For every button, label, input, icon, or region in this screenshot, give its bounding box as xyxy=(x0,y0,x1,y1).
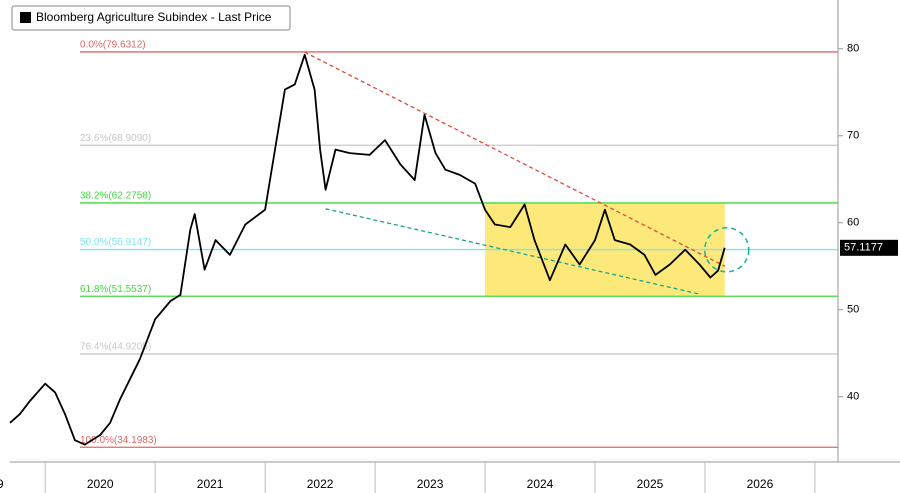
y-tick-label: 40 xyxy=(847,391,859,403)
level-label: 76.4%(44.9205) xyxy=(80,342,151,353)
highlight-circle xyxy=(703,227,750,273)
y-tick-label: 70 xyxy=(847,130,859,142)
last-price-label: 57.1177 xyxy=(844,242,883,254)
y-tick-label: 50 xyxy=(847,304,859,316)
level-label: 50.0%(56.9147) xyxy=(80,237,151,248)
trend-line xyxy=(325,208,700,295)
legend-label: Bloomberg Agriculture Subindex - Last Pr… xyxy=(36,10,272,24)
level-label: 0.0%(79.6312) xyxy=(80,40,146,51)
x-tick-label: 2026 xyxy=(747,477,774,491)
y-tick-label: 60 xyxy=(847,217,859,229)
legend-box xyxy=(11,5,291,31)
x-tick-label: 2024 xyxy=(527,477,554,491)
x-tick-label: 2019 xyxy=(0,477,4,491)
x-tick-label: 2020 xyxy=(87,477,114,491)
level-label: 38.2%(62.2758) xyxy=(80,191,151,202)
legend-swatch xyxy=(20,12,31,23)
last-price-box xyxy=(840,239,898,256)
level-label: 61.8%(51.5537) xyxy=(80,284,151,295)
y-tick-label: 80 xyxy=(847,43,859,55)
x-tick-label: 2025 xyxy=(637,477,664,491)
x-tick-label: 2021 xyxy=(197,477,224,491)
legend: Bloomberg Agriculture Subindex - Last Pr… xyxy=(11,5,291,31)
plot-area: 0.0%(79.6312) 23.6%(68.9090) 38.2%(62.2758… xyxy=(9,40,838,448)
x-tick-label: 2022 xyxy=(307,477,334,491)
x-tick-label: 2023 xyxy=(417,477,444,491)
price-line xyxy=(9,53,726,446)
trend-line xyxy=(304,51,726,267)
level-label: 100.0%(34.1983) xyxy=(80,435,157,446)
level-label: 23.6%(68.9090) xyxy=(80,133,151,144)
